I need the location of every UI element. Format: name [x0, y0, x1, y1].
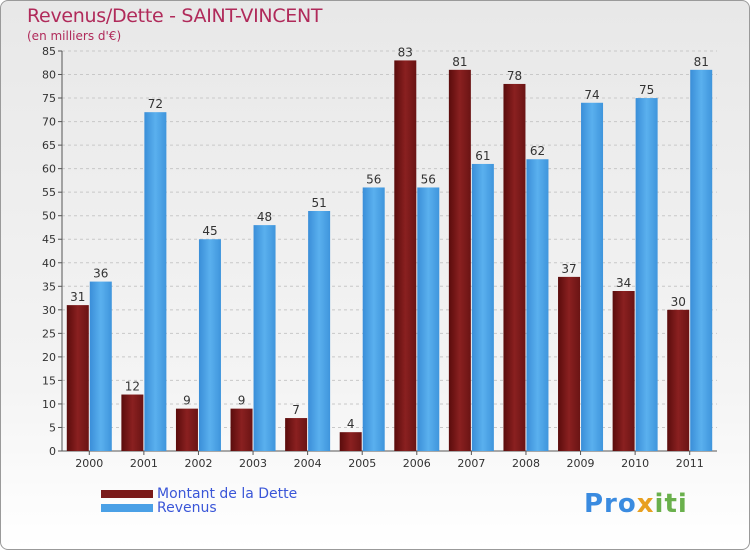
- x-tick-label: 2000: [75, 457, 103, 470]
- x-tick-label: 2008: [512, 457, 540, 470]
- bar-dette: [503, 83, 526, 452]
- bar-revenus: [308, 211, 331, 451]
- data-label: 48: [257, 210, 272, 224]
- bar-dette: [121, 394, 144, 451]
- legend-item-dette: Montant de la Dette: [101, 486, 298, 502]
- bar-revenus: [89, 281, 112, 451]
- y-tick-label: 50: [42, 210, 56, 223]
- legend-label-revenus: Revenus: [157, 500, 217, 516]
- legend: Montant de la Dette Revenus: [101, 486, 298, 516]
- data-label: 72: [148, 97, 163, 111]
- x-tick-label: 2006: [403, 457, 431, 470]
- y-tick-label: 35: [42, 280, 56, 293]
- bar-dette: [175, 408, 198, 451]
- bar-revenus: [526, 159, 549, 451]
- x-tick-label: 2005: [348, 457, 376, 470]
- data-label: 4: [347, 417, 355, 431]
- bar-dette: [558, 276, 581, 451]
- y-tick-label: 55: [42, 186, 56, 199]
- y-tick-label: 70: [42, 116, 56, 129]
- data-label: 81: [694, 55, 709, 69]
- y-tick-label: 30: [42, 304, 56, 317]
- y-tick-label: 75: [42, 92, 56, 105]
- bar-revenus: [690, 69, 713, 451]
- data-label: 9: [183, 394, 191, 408]
- data-label: 78: [507, 69, 522, 83]
- x-tick-label: 2001: [130, 457, 158, 470]
- legend-label-dette: Montant de la Dette: [157, 486, 298, 502]
- legend-swatch-dette: [101, 490, 153, 498]
- y-tick-label: 60: [42, 163, 56, 176]
- x-tick-label: 2004: [294, 457, 322, 470]
- data-label: 7: [292, 403, 300, 417]
- data-label: 37: [561, 262, 576, 276]
- bar-revenus: [198, 239, 221, 451]
- legend-swatch-revenus: [101, 504, 153, 512]
- data-label: 30: [671, 295, 686, 309]
- bar-revenus: [581, 102, 604, 451]
- bar-dette: [394, 60, 417, 451]
- data-label: 12: [125, 380, 140, 394]
- y-tick-label: 20: [42, 351, 56, 364]
- bar-revenus: [635, 98, 658, 451]
- bar-revenus: [417, 187, 440, 451]
- data-label: 75: [639, 83, 654, 97]
- bar-dette: [448, 69, 471, 451]
- legend-item-revenus: Revenus: [101, 500, 297, 516]
- data-label: 81: [452, 55, 467, 69]
- y-tick-label: 10: [42, 398, 56, 411]
- data-label: 51: [311, 196, 326, 210]
- data-label: 56: [366, 172, 381, 186]
- data-label: 45: [202, 224, 217, 238]
- x-tick-label: 2003: [239, 457, 267, 470]
- data-label: 62: [530, 144, 545, 158]
- x-tick-label: 2011: [676, 457, 704, 470]
- data-label: 74: [584, 88, 599, 102]
- x-tick-label: 2010: [621, 457, 649, 470]
- y-tick-label: 80: [42, 69, 56, 82]
- bar-dette: [612, 291, 635, 451]
- data-label: 83: [398, 45, 413, 59]
- data-label: 31: [70, 290, 85, 304]
- data-label: 61: [475, 149, 490, 163]
- x-tick-label: 2007: [457, 457, 485, 470]
- x-tick-label: 2009: [567, 457, 595, 470]
- data-label: 34: [616, 276, 631, 290]
- y-tick-label: 0: [49, 445, 56, 458]
- proxiti-logo: Proxiti: [584, 489, 688, 519]
- data-label: 9: [238, 394, 246, 408]
- bar-revenus: [362, 187, 385, 451]
- y-tick-label: 15: [42, 374, 56, 387]
- y-tick-label: 45: [42, 233, 56, 246]
- y-tick-label: 40: [42, 257, 56, 270]
- bar-dette: [339, 432, 362, 451]
- chart-title: Revenus/Dette - SAINT-VINCENT: [27, 5, 323, 27]
- bar-revenus: [471, 163, 494, 452]
- data-label: 56: [421, 172, 436, 186]
- bar-dette: [66, 305, 89, 451]
- bar-dette: [667, 309, 690, 451]
- bar-revenus: [144, 112, 167, 452]
- bar-dette: [230, 408, 253, 451]
- bar-dette: [285, 418, 308, 451]
- bar-revenus: [253, 225, 276, 451]
- chart-subtitle: (en milliers d'€): [27, 29, 122, 43]
- x-tick-label: 2002: [184, 457, 212, 470]
- y-tick-label: 65: [42, 139, 56, 152]
- data-label: 36: [93, 267, 108, 281]
- y-tick-label: 85: [42, 45, 56, 58]
- y-tick-label: 5: [49, 421, 56, 434]
- y-tick-label: 25: [42, 327, 56, 340]
